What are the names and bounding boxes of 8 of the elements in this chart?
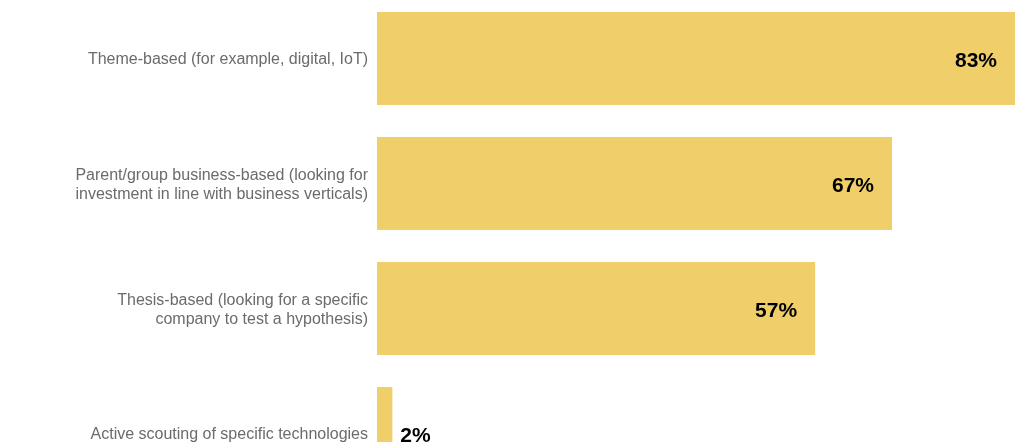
- y-tick-label: Parent/group business-based (looking for investment in line with business verticals): [75, 165, 369, 202]
- data-label: 2%: [400, 422, 432, 442]
- data-label: 83%: [954, 47, 998, 71]
- y-tick-label: Thesis-based (looking for a specific company to test a hypothesis): [117, 290, 368, 327]
- data-label: 67%: [831, 172, 875, 196]
- y-tick-label: Theme-based (for example, digital, IoT): [87, 50, 368, 68]
- data-label: 57%: [755, 297, 798, 321]
- y-tick-label: Active scouting of specific technologies: [90, 425, 368, 442]
